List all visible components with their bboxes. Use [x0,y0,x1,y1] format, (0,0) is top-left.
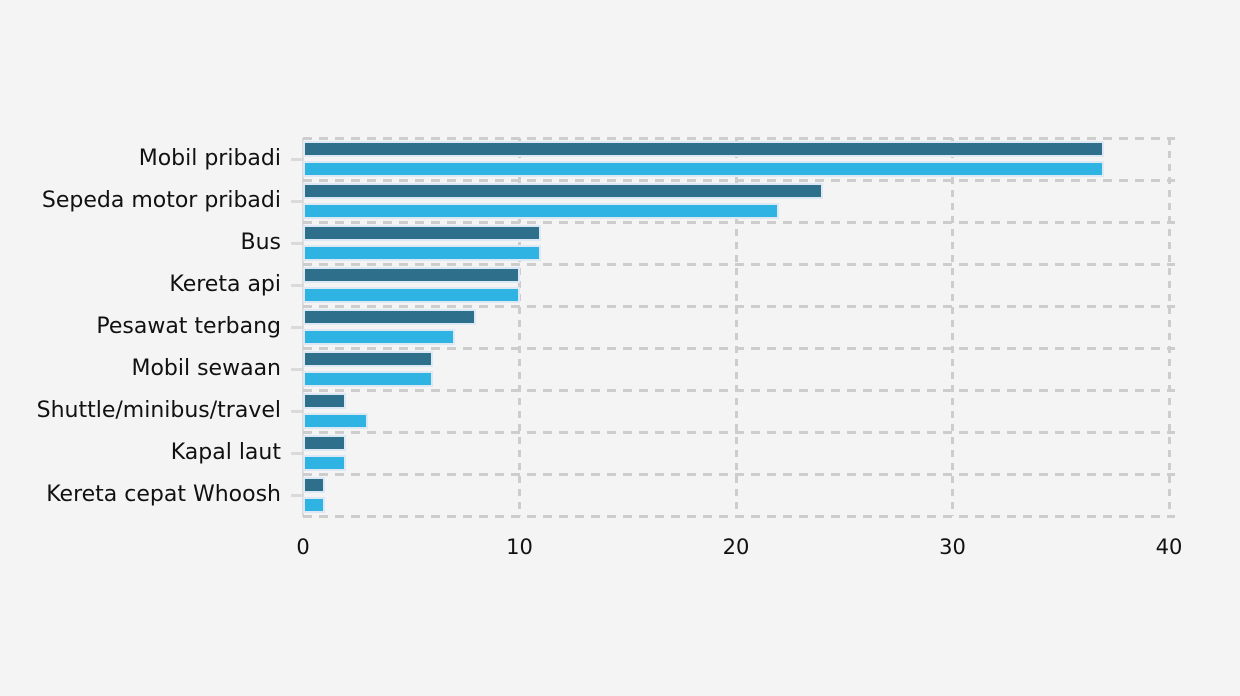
category-label: Kapal laut [170,440,281,465]
category-label: Mobil pribadi [138,146,281,171]
y-tick [291,326,303,329]
y-tick [291,410,303,413]
bar [303,141,1105,157]
bar [303,435,347,451]
y-tick [291,242,303,245]
bar [303,225,542,241]
gridline-horizontal [303,514,1175,518]
x-tick-label: 40 [1155,535,1183,559]
y-tick [291,494,303,497]
plot-area [303,136,1175,518]
x-tick-label: 0 [296,535,310,559]
bar [303,183,823,199]
bar [303,371,433,387]
bar [303,497,325,513]
gridline-horizontal [303,430,1175,434]
bar [303,267,520,283]
y-axis-line [302,138,304,517]
category-label: Kereta cepat Whoosh [46,482,281,507]
gridline-horizontal [303,388,1175,392]
gridline-horizontal [303,220,1175,224]
gridline-vertical [951,138,954,516]
bar [303,287,520,303]
y-tick [291,368,303,371]
category-label: Mobil sewaan [131,356,281,381]
bar [303,161,1105,177]
category-label: Bus [240,230,282,255]
category-label: Sepeda motor pribadi [41,188,281,213]
y-tick [291,452,303,455]
gridline-horizontal [303,136,1175,140]
gridline-horizontal [303,304,1175,308]
bar [303,309,477,325]
gridline-vertical [1167,138,1171,516]
gridline-horizontal [303,346,1175,350]
x-tick-label: 20 [722,535,750,559]
category-label: Kereta api [169,272,281,297]
bar [303,477,325,493]
bar [303,245,542,261]
y-tick [291,200,303,203]
category-label: Shuttle/minibus/travel [36,398,281,423]
bar [303,413,368,429]
gridline-horizontal [303,178,1175,182]
y-tick [291,158,303,161]
bar [303,329,455,345]
bar [303,455,347,471]
x-tick-label: 10 [506,535,533,559]
category-label: Pesawat terbang [96,314,281,339]
x-tick-label: 30 [939,535,966,559]
gridline-horizontal [303,262,1175,266]
y-tick [291,284,303,287]
bar [303,203,780,219]
bar [303,351,433,367]
bar [303,393,347,409]
gridline-horizontal [303,472,1175,476]
